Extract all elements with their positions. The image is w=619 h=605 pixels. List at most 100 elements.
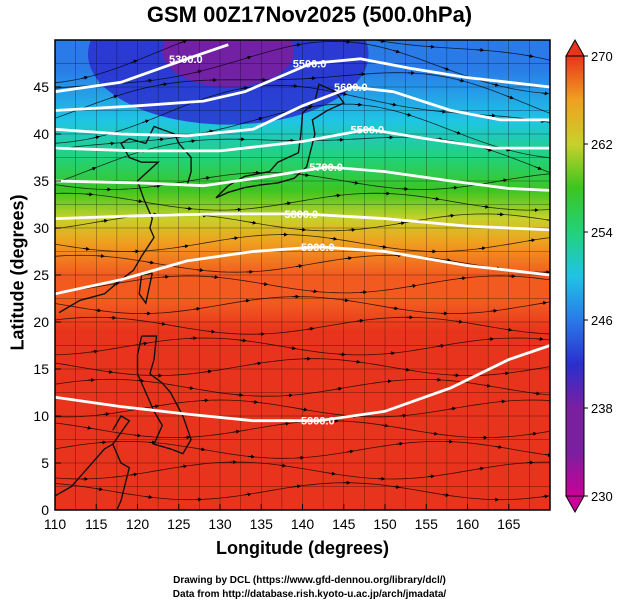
streamline-arrow <box>239 338 247 343</box>
streamline-arrow <box>404 112 412 117</box>
plot-frame <box>54 39 551 511</box>
streamline-arrow <box>533 391 541 396</box>
lat-lon-grid <box>55 40 550 510</box>
streamline-arrow <box>384 379 392 384</box>
streamline-arrow <box>483 383 491 388</box>
streamline-arrow <box>447 213 455 218</box>
streamline-arrow <box>196 268 204 273</box>
wind-streamlines <box>55 32 550 502</box>
y-tick-label: 30 <box>33 220 49 236</box>
streamline-arrow <box>294 42 302 47</box>
x-tick-label: 125 <box>167 516 191 532</box>
x-axis-ticks: 110 115 120 125 130 135 140 145 150 155 160 165 <box>44 504 521 532</box>
streamline-arrow <box>208 329 216 334</box>
streamline-arrow <box>490 308 498 313</box>
streamline-arrow <box>436 137 444 142</box>
streamline <box>55 399 550 418</box>
streamline <box>55 136 550 184</box>
streamline <box>55 420 550 439</box>
x-tick-label: 140 <box>291 516 315 532</box>
streamline-arrow <box>495 444 503 449</box>
y-tick-label: 15 <box>33 361 49 377</box>
streamline <box>55 275 550 294</box>
colorbar: 230 238 246 254 262 270 <box>565 38 613 514</box>
coastline <box>58 125 192 314</box>
streamline-arrow <box>391 306 399 311</box>
streamline-arrow <box>101 218 109 223</box>
y-tick-label: 35 <box>33 173 49 189</box>
streamline-arrow <box>294 484 302 489</box>
streamline-arrow <box>106 369 114 374</box>
streamline <box>55 213 550 232</box>
y-tick-label: 45 <box>33 79 49 95</box>
colorbar-tick-label: 230 <box>591 489 613 504</box>
streamline-arrow <box>502 371 510 376</box>
streamline-arrow <box>329 32 334 33</box>
streamline-arrow <box>102 412 110 417</box>
streamline-arrow <box>330 236 338 241</box>
streamline <box>55 316 550 335</box>
streamline-arrow <box>544 452 550 457</box>
streamline-arrow <box>249 220 257 225</box>
x-tick-label: 135 <box>250 516 274 532</box>
streamline <box>55 172 550 190</box>
streamline <box>55 482 550 501</box>
streamline-arrow <box>455 319 463 324</box>
colorbar-tick-label: 270 <box>591 49 613 64</box>
contour-line <box>55 127 550 153</box>
streamline-arrow <box>193 306 201 311</box>
x-tick-label: 120 <box>126 516 150 532</box>
streamline-arrow <box>478 246 486 251</box>
streamline-arrow <box>94 308 102 313</box>
streamline <box>55 358 550 377</box>
streamline-arrow <box>295 264 303 269</box>
streamline-arrow <box>482 204 490 209</box>
streamline-arrow <box>431 431 439 436</box>
colorbar-tick-label: 254 <box>591 225 613 240</box>
streamline-arrow <box>379 244 387 249</box>
streamline-arrow <box>140 341 148 346</box>
streamline-arrow <box>81 75 89 80</box>
streamline-arrow <box>254 361 262 366</box>
streamline-arrow <box>158 321 166 326</box>
streamline <box>55 234 550 252</box>
streamline-arrow <box>130 472 138 477</box>
contour-line <box>55 43 229 94</box>
streamline-arrow <box>485 147 493 152</box>
streamline-arrow <box>180 40 188 44</box>
streamline-arrow <box>449 406 457 411</box>
streamline-arrow <box>393 49 401 54</box>
x-tick-label: 145 <box>332 516 356 532</box>
streamline-arrow <box>181 244 189 249</box>
contour-line <box>55 344 550 423</box>
contour-line <box>55 245 550 296</box>
streamline <box>55 441 550 459</box>
contour-label: 5300.0 <box>169 54 203 66</box>
streamline-arrow <box>340 91 348 96</box>
streamline-arrow <box>307 326 315 331</box>
streamline-arrow <box>83 246 90 251</box>
streamline-arrow <box>248 454 255 459</box>
coastline <box>138 272 153 305</box>
streamline-arrow <box>432 196 440 201</box>
contour-line <box>55 212 550 232</box>
streamline-arrow <box>457 78 465 83</box>
x-tick-label: 110 <box>44 516 67 532</box>
streamline-arrow <box>110 94 118 99</box>
streamline-arrow <box>503 147 511 152</box>
x-tick-label: 165 <box>497 516 521 532</box>
streamline <box>55 72 550 119</box>
streamline-arrow <box>450 185 458 190</box>
streamline-arrow <box>289 346 297 351</box>
streamline-arrow <box>147 260 155 265</box>
streamline-arrow <box>152 404 160 409</box>
streamline-arrow <box>409 284 417 288</box>
streamline-arrow <box>538 119 546 123</box>
streamline-arrow <box>231 236 239 241</box>
contour-line <box>55 85 550 138</box>
streamline-arrow <box>528 238 536 243</box>
coastline <box>55 443 131 510</box>
y-tick-label: 40 <box>33 126 49 142</box>
colorbar-tick-label: 238 <box>591 401 613 416</box>
